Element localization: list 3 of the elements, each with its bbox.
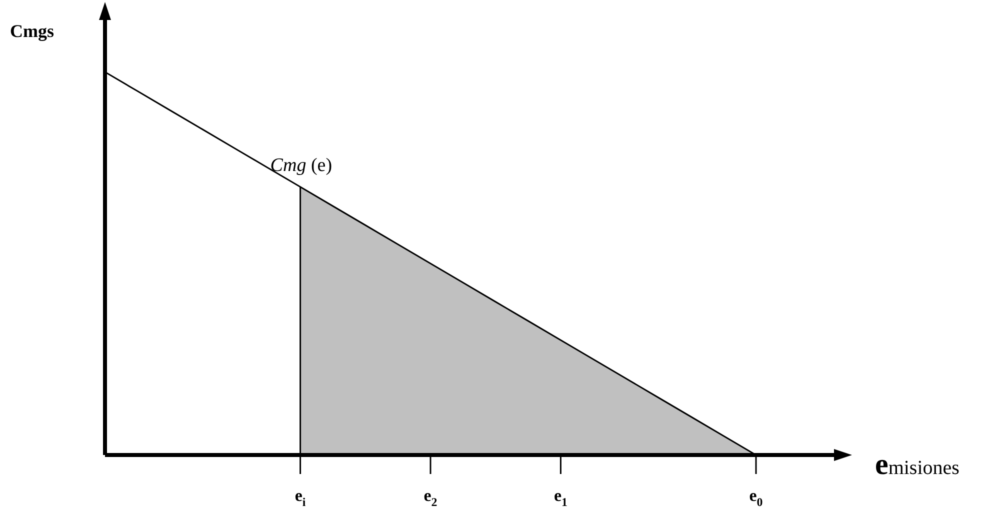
y-axis-title: Cmgs — [10, 21, 54, 41]
series-label: Cmg (e) — [270, 154, 332, 176]
x-axis-title: emisiones — [875, 448, 960, 481]
